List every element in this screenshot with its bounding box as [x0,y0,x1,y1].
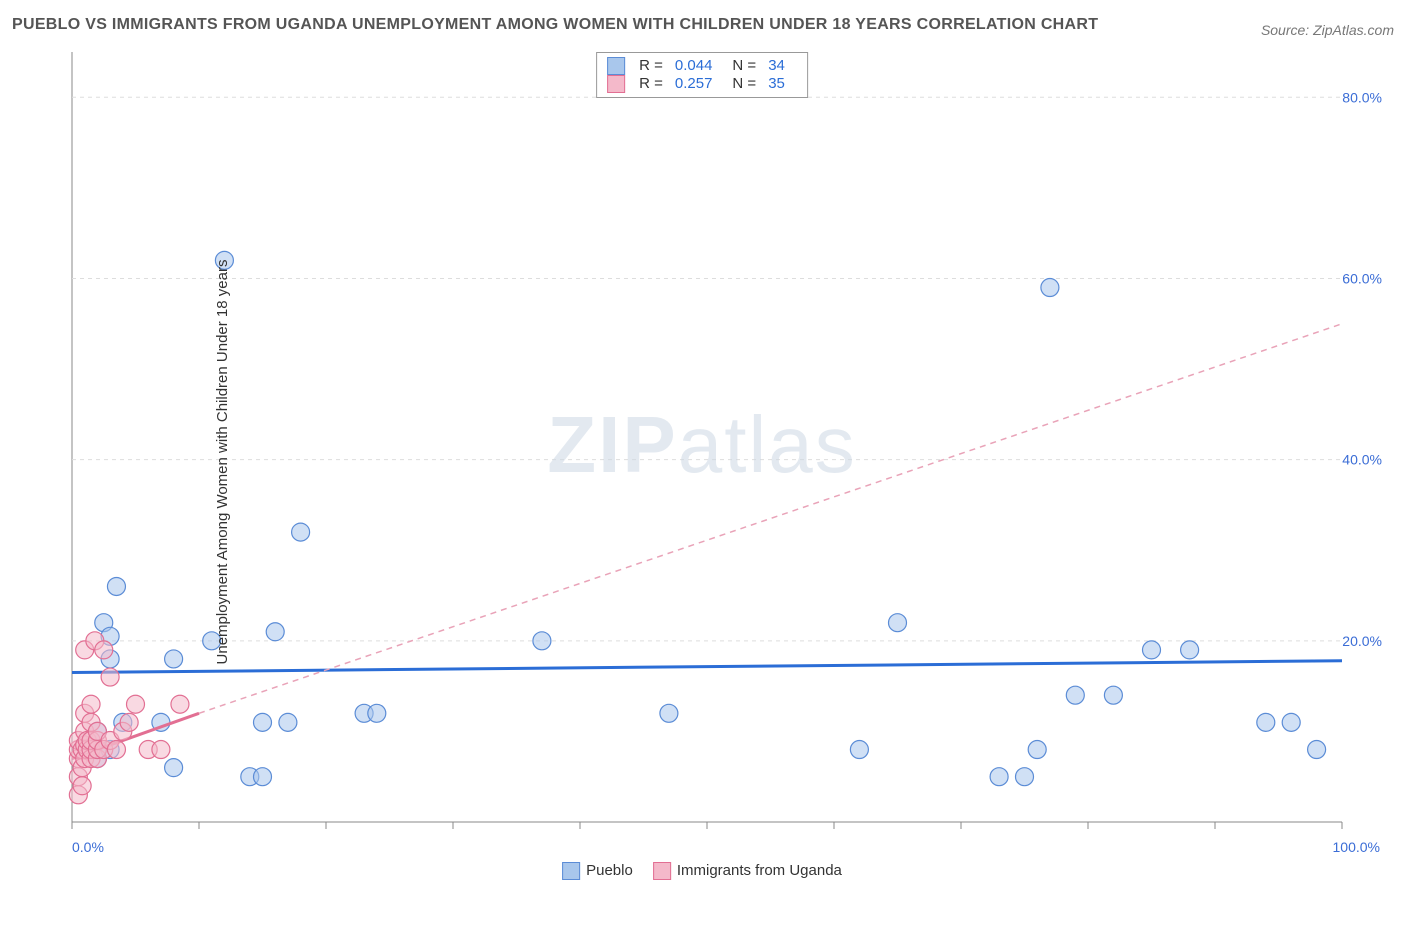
stats-legend-row: R = 0.044 N = 34 [607,57,797,75]
chart-title: PUEBLO VS IMMIGRANTS FROM UGANDA UNEMPLO… [12,12,1098,38]
legend-swatch [653,862,671,880]
legend-swatch [607,57,625,75]
r-label: R = [639,75,663,92]
stats-legend: R = 0.044 N = 34 R = 0.257 N = 35 [596,52,808,98]
data-point [1104,686,1122,704]
data-point [95,640,113,658]
data-point [660,704,678,722]
data-point [1308,740,1326,758]
x-tick-label: 0.0% [72,839,104,855]
data-point [850,740,868,758]
data-point [889,613,907,631]
stats-legend-row: R = 0.257 N = 35 [607,75,797,93]
data-point [254,767,272,785]
data-point [292,523,310,541]
source-text: Source: ZipAtlas.com [1261,22,1394,38]
legend-swatch [562,862,580,880]
data-point [1041,278,1059,296]
data-point [1282,713,1300,731]
regression-line-pueblo [72,660,1342,672]
n-label: N = [732,75,756,92]
r-label: R = [639,57,663,74]
data-point [82,695,100,713]
data-point [254,713,272,731]
data-point [533,631,551,649]
r-value: 0.044 [675,57,713,74]
y-tick-label: 40.0% [1342,451,1382,467]
data-point [1257,713,1275,731]
data-point [1181,640,1199,658]
data-point [1143,640,1161,658]
legend-label: Pueblo [586,862,633,879]
data-point [127,695,145,713]
y-tick-label: 60.0% [1342,270,1382,286]
legend-label: Immigrants from Uganda [677,862,842,879]
data-point [73,776,91,794]
data-point [165,758,183,776]
data-point [171,695,189,713]
legend-item: Immigrants from Uganda [653,862,842,880]
n-label: N = [732,57,756,74]
regression-line-dash-immigrants-from-uganda [199,323,1342,713]
data-point [1016,767,1034,785]
data-point [107,577,125,595]
legend-item: Pueblo [562,862,633,880]
y-tick-label: 20.0% [1342,632,1382,648]
data-point [1066,686,1084,704]
y-axis-label: Unemployment Among Women with Children U… [214,259,231,664]
chart-container: Unemployment Among Women with Children U… [12,42,1392,882]
legend-swatch [607,75,625,93]
x-tick-label: 100.0% [1333,839,1380,855]
data-point [152,740,170,758]
series-legend: Pueblo Immigrants from Uganda [562,862,842,880]
data-point [279,713,297,731]
data-point [266,622,284,640]
y-tick-label: 80.0% [1342,89,1382,105]
r-value: 0.257 [675,75,713,92]
data-point [990,767,1008,785]
data-point [107,740,125,758]
header-row: PUEBLO VS IMMIGRANTS FROM UGANDA UNEMPLO… [12,12,1394,38]
n-value: 34 [768,57,785,74]
data-point [101,668,119,686]
data-point [368,704,386,722]
data-point [165,650,183,668]
data-point [1028,740,1046,758]
n-value: 35 [768,75,785,92]
data-point [120,713,138,731]
